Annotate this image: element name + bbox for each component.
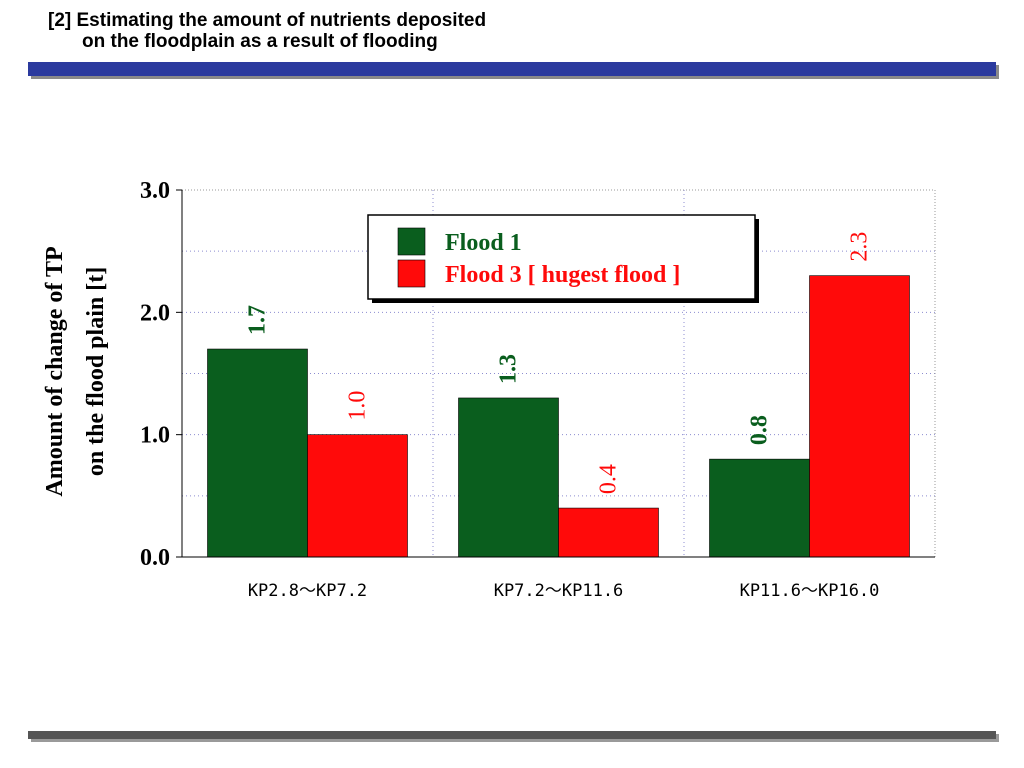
legend-swatch-flood1 (397, 227, 426, 256)
legend-label: Flood 1 (445, 230, 522, 256)
legend-box (367, 214, 756, 300)
bar-value-label: 2.3 (847, 232, 873, 262)
slide-title: [2] Estimating the amount of nutrients d… (48, 10, 486, 52)
y-axis-title-line2: on the flood plain [t] (83, 267, 109, 476)
y-tick-label: 0.0 (140, 545, 170, 571)
y-tick-label: 3.0 (140, 178, 170, 204)
x-category-label: KP11.6～KP16.0 (740, 581, 880, 601)
bar-flood3 (558, 507, 659, 558)
x-category-label: KP7.2～KP11.6 (494, 581, 624, 601)
slide-title-line1: [2] Estimating the amount of nutrients d… (48, 10, 487, 31)
title-underline-bar (28, 62, 996, 76)
y-axis-title-line1: Amount of change of TP (42, 246, 68, 496)
bar-flood3 (809, 275, 910, 558)
slide-title-line2: on the floodplain as a result of floodin… (82, 31, 438, 52)
y-tick-label: 2.0 (140, 300, 170, 326)
legend-label: Flood 3 [ hugest flood ] (445, 262, 680, 288)
bar-value-label: 0.8 (747, 415, 773, 445)
bar-value-label: 1.7 (245, 305, 271, 335)
legend-swatch-flood3 (397, 259, 426, 288)
bar-flood1 (458, 397, 559, 558)
bar-flood3 (307, 434, 408, 558)
bar-value-label: 1.0 (345, 391, 371, 421)
y-tick-label: 1.0 (140, 423, 170, 449)
bar-value-label: 0.4 (596, 464, 622, 494)
bar-flood1 (207, 348, 308, 558)
plot-border (181, 189, 936, 558)
bar-value-label: 1.3 (496, 354, 522, 384)
footer-bar (28, 731, 996, 739)
x-category-label: KP2.8～KP7.2 (248, 581, 367, 601)
bar-flood1 (709, 458, 810, 558)
